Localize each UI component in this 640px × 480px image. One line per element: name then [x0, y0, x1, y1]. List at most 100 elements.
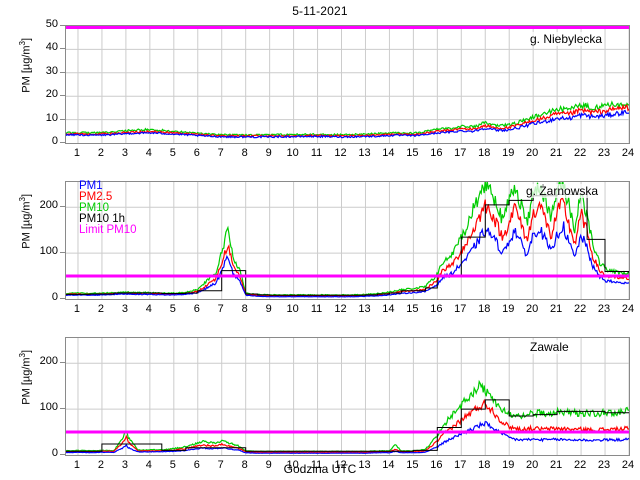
- series-line-pm10: [66, 379, 629, 453]
- x-axis-tick-label: 10: [286, 303, 299, 315]
- y-axis-label-panel3: PM [µg/m3]: [0, 350, 33, 405]
- x-axis-tick-label: 4: [145, 147, 152, 159]
- x-axis-tick-label: 19: [502, 303, 515, 315]
- legend-item-pm10-1h: PM10 1h: [79, 213, 126, 225]
- x-axis-tick-label: 20: [526, 147, 539, 159]
- x-axis-tick-label: 22: [573, 147, 587, 159]
- y-axis-tick-label: 0: [51, 135, 58, 147]
- x-axis-tick-label: 18: [478, 147, 491, 159]
- x-axis-tick-label: 13: [358, 459, 371, 471]
- x-axis-tick-label: 8: [241, 303, 248, 315]
- x-axis-tick-label: 14: [382, 147, 395, 159]
- x-axis-tick-label: 11: [310, 303, 323, 315]
- series-line-pm10: [66, 100, 629, 137]
- x-axis-tick-label: 16: [430, 459, 443, 471]
- y-axis-tick-mark: [60, 48, 65, 50]
- series-line-pm10-1h: [66, 193, 629, 296]
- x-axis-tick-label: 5: [169, 459, 176, 471]
- y-axis-tick-label: 20: [45, 88, 58, 101]
- y-axis-tick-label: 30: [45, 64, 58, 77]
- x-axis-tick-label: 15: [406, 459, 419, 471]
- x-axis-tick-label: 23: [597, 147, 611, 159]
- x-axis-tick-label: 5: [169, 303, 176, 315]
- x-axis-tick-label: 21: [550, 303, 563, 315]
- series-line-pm2-5: [66, 398, 629, 454]
- y-axis-tick-label: 100: [39, 245, 58, 258]
- x-axis-tick-label: 2: [97, 147, 104, 159]
- x-axis-tick-label: 16: [430, 303, 443, 315]
- y-axis-tick-mark: [60, 252, 65, 254]
- x-axis-tick-label: 20: [526, 459, 539, 471]
- x-axis-tick-label: 5: [169, 147, 176, 159]
- y-axis-tick-mark: [60, 142, 65, 143]
- x-axis-tick-label: 24: [621, 459, 635, 471]
- y-axis-tick-mark: [60, 298, 65, 299]
- series-line-pm1: [66, 109, 629, 139]
- y-axis-tick-label: 40: [45, 41, 58, 54]
- plot-canvas: [66, 338, 629, 455]
- x-axis-tick-label: 14: [382, 303, 395, 315]
- x-axis-tick-label: 12: [334, 147, 347, 159]
- x-axis-tick-label: 21: [550, 459, 563, 471]
- y-axis-label-panel2: PM [µg/m3]: [0, 194, 33, 249]
- x-axis-tick-label: 1: [73, 459, 81, 471]
- x-axis-tick-label: 16: [430, 147, 443, 159]
- x-axis-tick-label: 24: [621, 147, 635, 159]
- x-axis-tick-label: 13: [358, 303, 371, 315]
- legend-item-pm25: PM2.5: [79, 191, 113, 203]
- x-axis-tick-label: 8: [241, 147, 248, 159]
- station-name-panel1: g. Niebylecka: [528, 32, 605, 46]
- x-axis-tick-label: 4: [145, 459, 152, 471]
- x-axis-tick-label: 6: [193, 303, 200, 315]
- y-axis-tick-mark: [60, 206, 65, 208]
- x-axis-tick-label: 6: [193, 459, 200, 471]
- x-axis-tick-label: 15: [406, 303, 419, 315]
- x-axis-label: Godzina UTC: [283, 462, 357, 476]
- x-axis-tick-label: 19: [502, 459, 515, 471]
- x-axis-tick-label: 9: [265, 147, 272, 159]
- y-axis-tick-label: 50: [45, 18, 58, 30]
- y-axis-tick-mark: [60, 95, 65, 97]
- x-axis-tick-label: 14: [382, 459, 395, 471]
- x-axis-tick-label: 7: [217, 459, 224, 471]
- series-line-pm1: [66, 420, 629, 454]
- y-axis-tick-mark: [60, 25, 65, 26]
- plot-canvas: [66, 26, 629, 143]
- x-axis-tick-label: 17: [454, 303, 467, 315]
- x-axis-tick-label: 18: [478, 303, 491, 315]
- x-axis-tick-label: 22: [573, 303, 587, 315]
- x-axis-tick-label: 20: [526, 303, 539, 315]
- y-axis-label-post-3: ]: [20, 349, 33, 353]
- x-axis-tick-label: 17: [454, 147, 467, 159]
- x-axis-tick-label: 7: [217, 147, 224, 159]
- x-axis-tick-label: 11: [310, 459, 323, 471]
- x-axis-tick-label: 21: [550, 147, 563, 159]
- x-axis-tick-label: 12: [334, 303, 347, 315]
- station-name-panel3: Zawale: [528, 340, 571, 354]
- x-axis-tick-label: 4: [145, 303, 152, 315]
- x-axis-tick-label: 9: [265, 459, 272, 471]
- x-axis-tick-label: 1: [73, 303, 81, 315]
- x-axis-tick-label: 11: [310, 147, 323, 159]
- y-axis-tick-label: 10: [45, 111, 58, 124]
- series-line-pm2-5: [66, 197, 629, 297]
- y-axis-tick-mark: [60, 118, 65, 120]
- x-axis-tick-label: 7: [217, 303, 224, 315]
- y-axis-tick-mark: [60, 362, 65, 364]
- y-axis-tick-label: 0: [51, 291, 58, 303]
- x-axis-tick-label: 3: [121, 303, 128, 315]
- x-axis-tick-label: 15: [406, 147, 419, 159]
- x-axis-tick-label: 10: [286, 459, 299, 471]
- y-axis-tick-label: 100: [39, 401, 58, 414]
- plot-panel-zarnowska: [65, 181, 630, 300]
- x-axis-tick-label: 19: [502, 147, 515, 159]
- station-name-panel2: g. Żarnowska: [524, 184, 601, 198]
- x-axis-tick-label: 3: [121, 147, 128, 159]
- x-axis-tick-label: 23: [597, 459, 611, 471]
- x-axis-tick-label: 2: [97, 303, 104, 315]
- series-line-pm10-1h: [66, 399, 629, 452]
- x-axis-tick-label: 6: [193, 147, 200, 159]
- y-axis-tick-label: 200: [39, 199, 58, 212]
- x-axis-tick-label: 10: [286, 147, 299, 159]
